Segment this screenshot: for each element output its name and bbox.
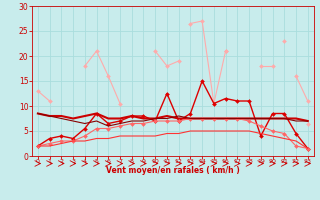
- X-axis label: Vent moyen/en rafales ( km/h ): Vent moyen/en rafales ( km/h ): [106, 166, 240, 175]
